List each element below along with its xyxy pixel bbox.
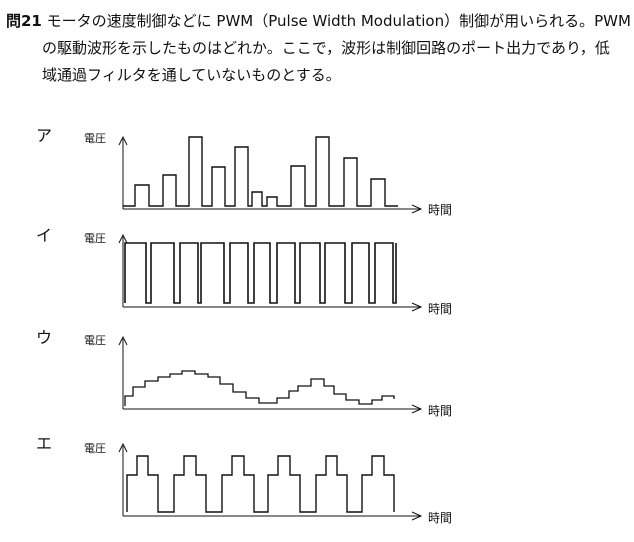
waveform-u bbox=[118, 335, 423, 414]
choice-label-u: ウ bbox=[36, 328, 53, 347]
axes-i bbox=[118, 233, 423, 312]
question-line-1: 問21 モータの速度制御などに PWM（Pulse Width Modulati… bbox=[6, 8, 631, 35]
x-axis-label-u: 時間 bbox=[428, 404, 453, 418]
y-axis-label-u: 電圧 bbox=[84, 334, 106, 347]
axes-u bbox=[118, 335, 423, 414]
x-axis-label-a: 時間 bbox=[428, 203, 453, 217]
choice-u: ウ 電圧 時間 bbox=[0, 324, 634, 424]
x-axis-label-e: 時間 bbox=[428, 511, 453, 525]
x-axis-label-i: 時間 bbox=[428, 302, 453, 316]
choice-a: ア 電圧 時間 bbox=[0, 120, 634, 220]
y-axis-label-i: 電圧 bbox=[84, 232, 106, 245]
choice-i: イ 電圧 時間 bbox=[0, 222, 634, 322]
y-axis-label-e: 電圧 bbox=[84, 442, 106, 455]
question-number: 問21 bbox=[6, 12, 42, 30]
waveform-a bbox=[118, 135, 423, 214]
wave-i-path bbox=[124, 242, 397, 304]
question-line-3: 域通過フィルタを通していないものとする。 bbox=[42, 66, 341, 84]
question-body-1: モータの速度制御などに PWM（Pulse Width Modulation）制… bbox=[46, 12, 631, 30]
wave-u-path bbox=[124, 370, 395, 406]
wave-a-path bbox=[123, 136, 398, 207]
choice-label-a: ア bbox=[36, 126, 53, 145]
choice-label-e: エ bbox=[36, 434, 53, 453]
waveform-e bbox=[118, 442, 423, 521]
axes-e bbox=[118, 442, 423, 521]
waveform-i bbox=[118, 233, 423, 312]
question-line-2: の駆動波形を示したものはどれか。ここで，波形は制御回路のポート出力であり，低 bbox=[42, 39, 610, 57]
question-text: 問21 モータの速度制御などに PWM（Pulse Width Modulati… bbox=[6, 8, 631, 89]
wave-e-path bbox=[126, 455, 395, 513]
y-axis-label-a: 電圧 bbox=[84, 132, 106, 145]
choice-label-i: イ bbox=[36, 226, 53, 245]
axes-a bbox=[118, 135, 423, 214]
choice-e: エ 電圧 時間 bbox=[0, 430, 634, 530]
